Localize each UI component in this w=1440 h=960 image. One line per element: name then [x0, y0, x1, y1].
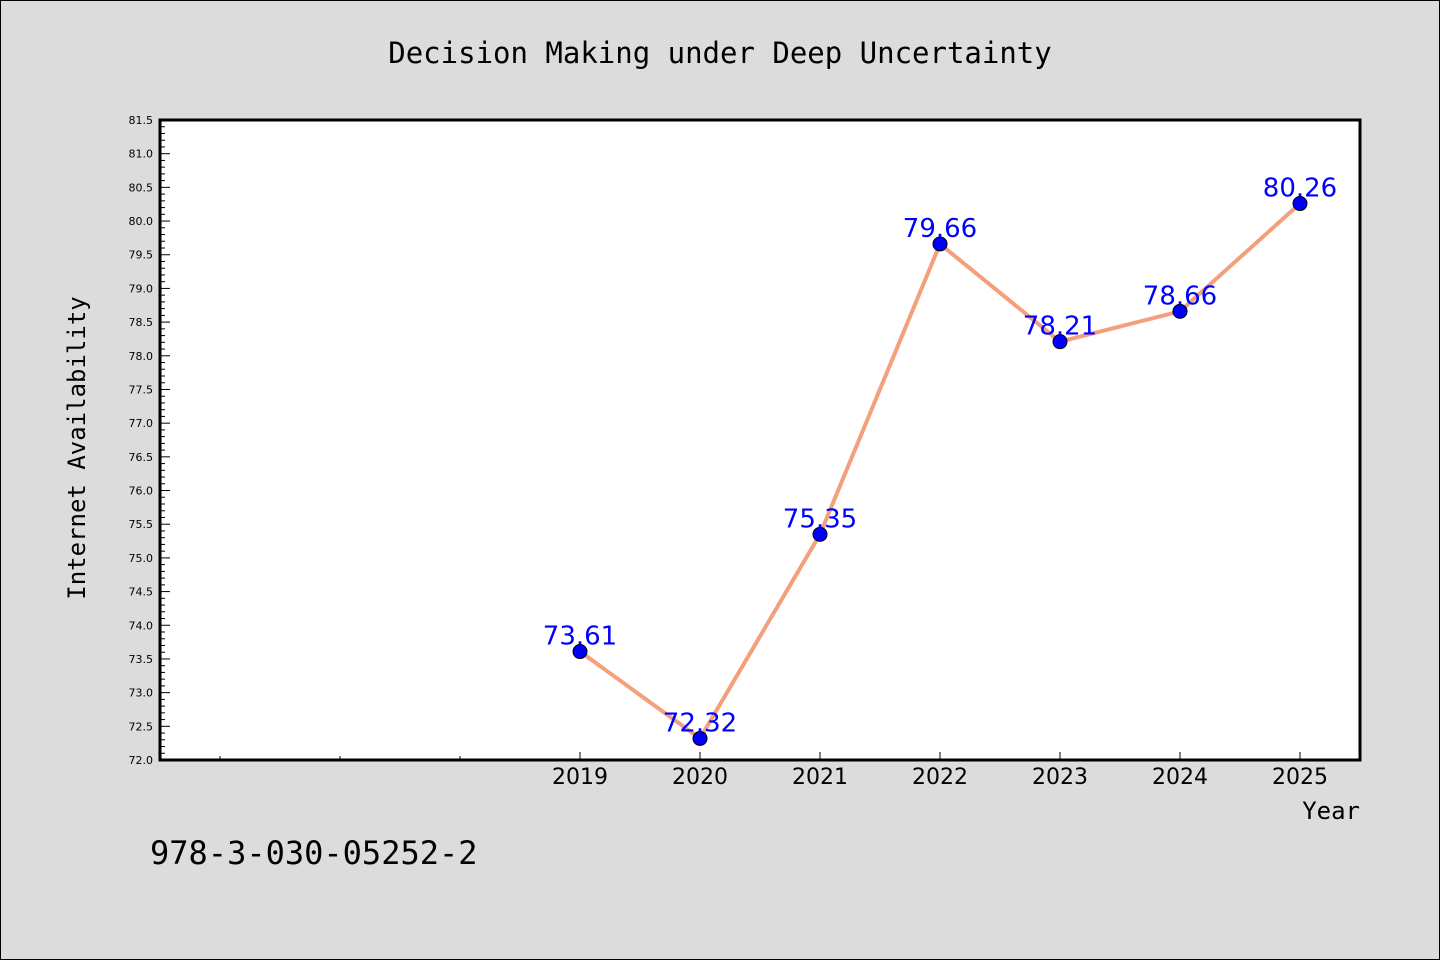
data-label: 75.35: [783, 504, 857, 534]
y-axis: 72.0 72.5 73.0 73.5 74.0 74.5 75.0 75.5 76.0 76.5…: [129, 114, 170, 767]
y-tick-label: 78.5: [129, 316, 154, 329]
data-label: 78.66: [1143, 281, 1217, 311]
data-label: 80.26: [1263, 174, 1337, 204]
chart-title: Decision Making under Deep Uncertainty: [388, 36, 1051, 70]
y-tick-label: 75.0: [129, 552, 154, 565]
y-tick-label: 73.0: [129, 687, 154, 700]
y-tick-label: 79.5: [129, 249, 154, 262]
y-tick-label: 81.5: [129, 114, 154, 127]
y-tick-label: 72.5: [129, 720, 154, 733]
x-tick-label: 2019: [552, 765, 608, 790]
y-axis-label: Internet Availability: [63, 296, 91, 599]
x-tick-label: 2022: [912, 765, 968, 790]
data-point: [932, 236, 948, 252]
isbn-footer: 978-3-030-05252-2: [150, 834, 478, 872]
data-point: [1172, 303, 1188, 319]
y-tick-label: 74.0: [129, 619, 154, 632]
data-label: 73.61: [543, 622, 617, 652]
plot-border: [158, 118, 1362, 762]
y-tick-label: 72.0: [129, 754, 154, 767]
x-tick-label: 2021: [792, 765, 848, 790]
data-point: [572, 644, 588, 660]
y-tick-label: 77.0: [129, 417, 154, 430]
y-tick-label: 74.5: [129, 586, 154, 599]
data-label: 78.21: [1023, 312, 1097, 342]
data-labels: 73.61 72.32 75.35 79.66 78.21 78.66 80.26: [543, 174, 1337, 739]
y-tick-label: 80.5: [129, 181, 154, 194]
data-point: [692, 730, 708, 746]
y-tick-label: 75.5: [129, 518, 154, 531]
y-tick-label: 76.0: [129, 485, 154, 498]
x-tick-label: 2023: [1032, 765, 1088, 790]
y-tick-label: 78.0: [129, 350, 154, 363]
x-axis-label: Year: [1302, 797, 1360, 825]
data-point: [1292, 196, 1308, 212]
x-tick-label: 2020: [672, 765, 728, 790]
y-tick-label: 77.5: [129, 383, 154, 396]
y-tick-label: 76.5: [129, 451, 154, 464]
data-points: [572, 196, 1308, 746]
y-tick-label: 79.0: [129, 282, 154, 295]
data-label: 79.66: [903, 214, 977, 244]
data-point: [812, 526, 828, 542]
x-tick-label: 2025: [1272, 765, 1328, 790]
y-tick-label: 80.0: [129, 215, 154, 228]
data-label: 72.32: [663, 708, 737, 738]
y-tick-label: 81.0: [129, 148, 154, 161]
plot-area: [160, 120, 1360, 760]
data-point: [1052, 334, 1068, 350]
x-tick-label: 2024: [1152, 765, 1208, 790]
y-tick-label: 73.5: [129, 653, 154, 666]
